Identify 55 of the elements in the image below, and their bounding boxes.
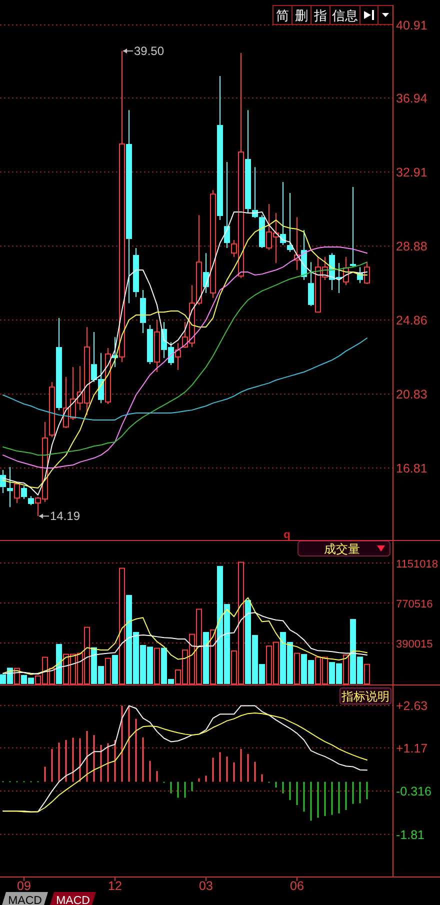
y-tick-label: 36.94: [396, 91, 428, 106]
y-tick-label: -1.81: [396, 828, 425, 842]
y-tick-label: 20.83: [396, 388, 428, 402]
bar: [112, 654, 118, 684]
y-tick-label: 28.88: [396, 240, 428, 254]
y-tick-label: 1151018: [396, 558, 438, 570]
annotation: 14.19: [50, 509, 80, 524]
text: MACD: [56, 895, 90, 905]
x-tick-label: 03: [199, 879, 213, 893]
line-series: [2, 612, 368, 675]
bar: [210, 629, 216, 684]
y-tick-label: -0.316: [396, 784, 432, 798]
bar: [203, 632, 209, 684]
bar: [343, 654, 349, 684]
annotation: 信息: [332, 8, 358, 23]
annotation: 指标说明: [340, 690, 390, 704]
candlestick: [287, 192, 293, 253]
candlestick: [28, 496, 34, 506]
x-tick-label: 09: [17, 879, 31, 893]
bar: [119, 568, 125, 684]
annotation: 39.50: [134, 44, 164, 58]
candlestick: [308, 262, 314, 307]
y-tick-label: 40.91: [396, 18, 428, 33]
candlestick: [140, 290, 146, 334]
annotation: 删: [295, 8, 308, 23]
y-tick-label: 390015: [396, 638, 433, 650]
candlestick: [147, 324, 153, 365]
candlestick: [154, 320, 160, 373]
y-tick-label: 24.86: [396, 314, 428, 328]
annotation: 简: [276, 8, 289, 23]
y-tick-label: 32.91: [396, 166, 428, 180]
y-tick-label: +2.63: [396, 698, 428, 713]
line-series: [2, 597, 368, 675]
bar: [154, 648, 160, 684]
candlestick: [21, 485, 27, 500]
candlestick: [133, 247, 139, 298]
y-tick-label: 16.81: [396, 461, 428, 476]
candlestick: [56, 317, 62, 411]
candlestick: [217, 75, 223, 221]
candlestick: [259, 214, 265, 248]
text: MACD: [8, 895, 42, 905]
x-tick-label: 06: [290, 879, 304, 893]
candlestick: [224, 161, 230, 248]
bar: [294, 652, 300, 684]
x-tick-label: 12: [108, 879, 122, 893]
bar: [364, 664, 370, 684]
annotation: q: [284, 529, 290, 541]
chart-title: 成交量: [324, 542, 360, 556]
candlestick: [126, 110, 132, 304]
y-tick-label: 770516: [396, 598, 433, 610]
annotation: 指: [313, 8, 327, 23]
bar: [105, 658, 111, 684]
y-tick-label: +1.17: [396, 741, 428, 756]
candlestick: [7, 466, 13, 508]
bar: [56, 644, 62, 684]
